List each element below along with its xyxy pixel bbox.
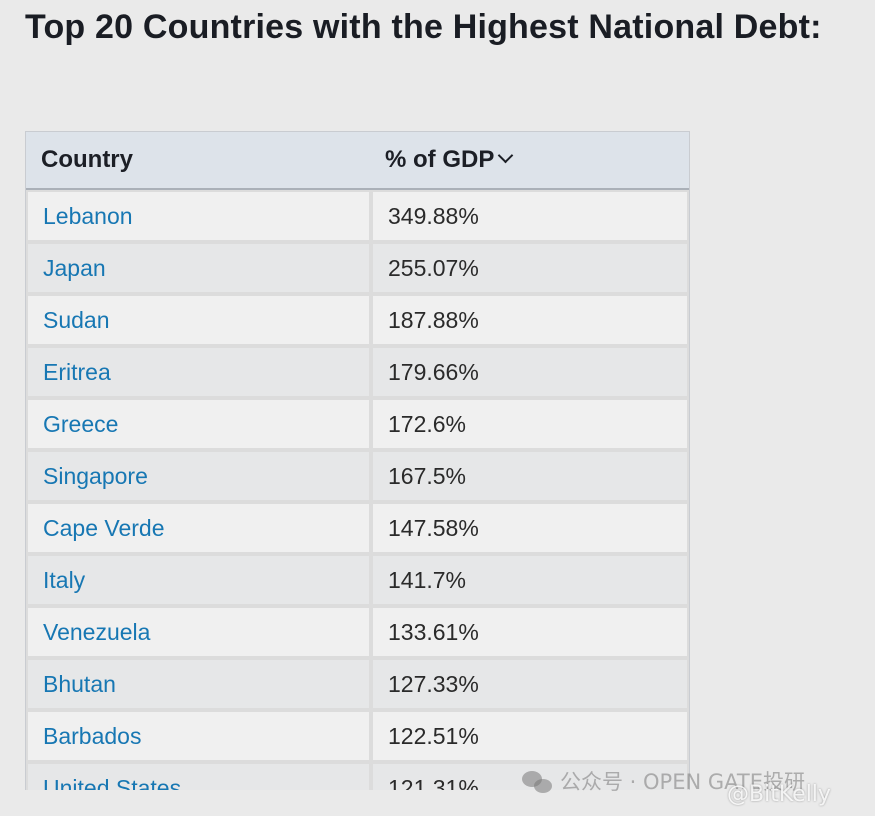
- country-link[interactable]: Greece: [26, 398, 371, 450]
- column-header-gdp-label: % of GDP: [385, 146, 495, 173]
- page-title: Top 20 Countries with the Highest Nation…: [25, 8, 822, 46]
- table-row: Venezuela 133.61%: [26, 606, 689, 658]
- wechat-icon: [522, 771, 552, 795]
- gdp-value: 141.7%: [371, 554, 689, 606]
- gdp-value: 121.31%: [371, 762, 689, 790]
- table-row: Italy 141.7%: [26, 554, 689, 606]
- table-row: Eritrea 179.66%: [26, 346, 689, 398]
- table-row: Greece 172.6%: [26, 398, 689, 450]
- gdp-value: 179.66%: [371, 346, 689, 398]
- table-row: Lebanon 349.88%: [26, 190, 689, 242]
- country-link[interactable]: Venezuela: [26, 606, 371, 658]
- gdp-value: 127.33%: [371, 658, 689, 710]
- country-link[interactable]: Singapore: [26, 450, 371, 502]
- country-link[interactable]: Italy: [26, 554, 371, 606]
- wechat-watermark: 公众号 · OPEN GATE投研: [522, 766, 805, 796]
- debt-table: Country % of GDP Lebanon 349.88% Japan 2…: [26, 132, 689, 790]
- country-link[interactable]: Bhutan: [26, 658, 371, 710]
- gdp-value: 122.51%: [371, 710, 689, 762]
- gdp-value: 133.61%: [371, 606, 689, 658]
- table-row: Singapore 167.5%: [26, 450, 689, 502]
- country-link[interactable]: Eritrea: [26, 346, 371, 398]
- country-link[interactable]: Cape Verde: [26, 502, 371, 554]
- gdp-value: 349.88%: [371, 190, 689, 242]
- country-link[interactable]: United States: [26, 762, 371, 790]
- table-row: United States 121.31%: [26, 762, 689, 790]
- author-watermark: @BitKelly: [727, 782, 831, 807]
- gdp-value: 255.07%: [371, 242, 689, 294]
- gdp-value: 172.6%: [371, 398, 689, 450]
- gdp-value: 167.5%: [371, 450, 689, 502]
- gdp-value: 147.58%: [371, 502, 689, 554]
- table-row: Cape Verde 147.58%: [26, 502, 689, 554]
- column-header-gdp[interactable]: % of GDP: [371, 132, 689, 190]
- chevron-down-icon[interactable]: [498, 147, 514, 164]
- gdp-value: 187.88%: [371, 294, 689, 346]
- table-row: Bhutan 127.33%: [26, 658, 689, 710]
- table-row: Sudan 187.88%: [26, 294, 689, 346]
- debt-table-container[interactable]: Country % of GDP Lebanon 349.88% Japan 2…: [25, 131, 690, 790]
- country-link[interactable]: Japan: [26, 242, 371, 294]
- table-header-row: Country % of GDP: [26, 132, 689, 190]
- column-header-country-label: Country: [41, 146, 133, 173]
- country-link[interactable]: Barbados: [26, 710, 371, 762]
- country-link[interactable]: Lebanon: [26, 190, 371, 242]
- watermark-text: 公众号 · OPEN GATE投研: [560, 770, 805, 794]
- country-link[interactable]: Sudan: [26, 294, 371, 346]
- column-header-country[interactable]: Country: [26, 132, 371, 190]
- table-row: Barbados 122.51%: [26, 710, 689, 762]
- table-row: Japan 255.07%: [26, 242, 689, 294]
